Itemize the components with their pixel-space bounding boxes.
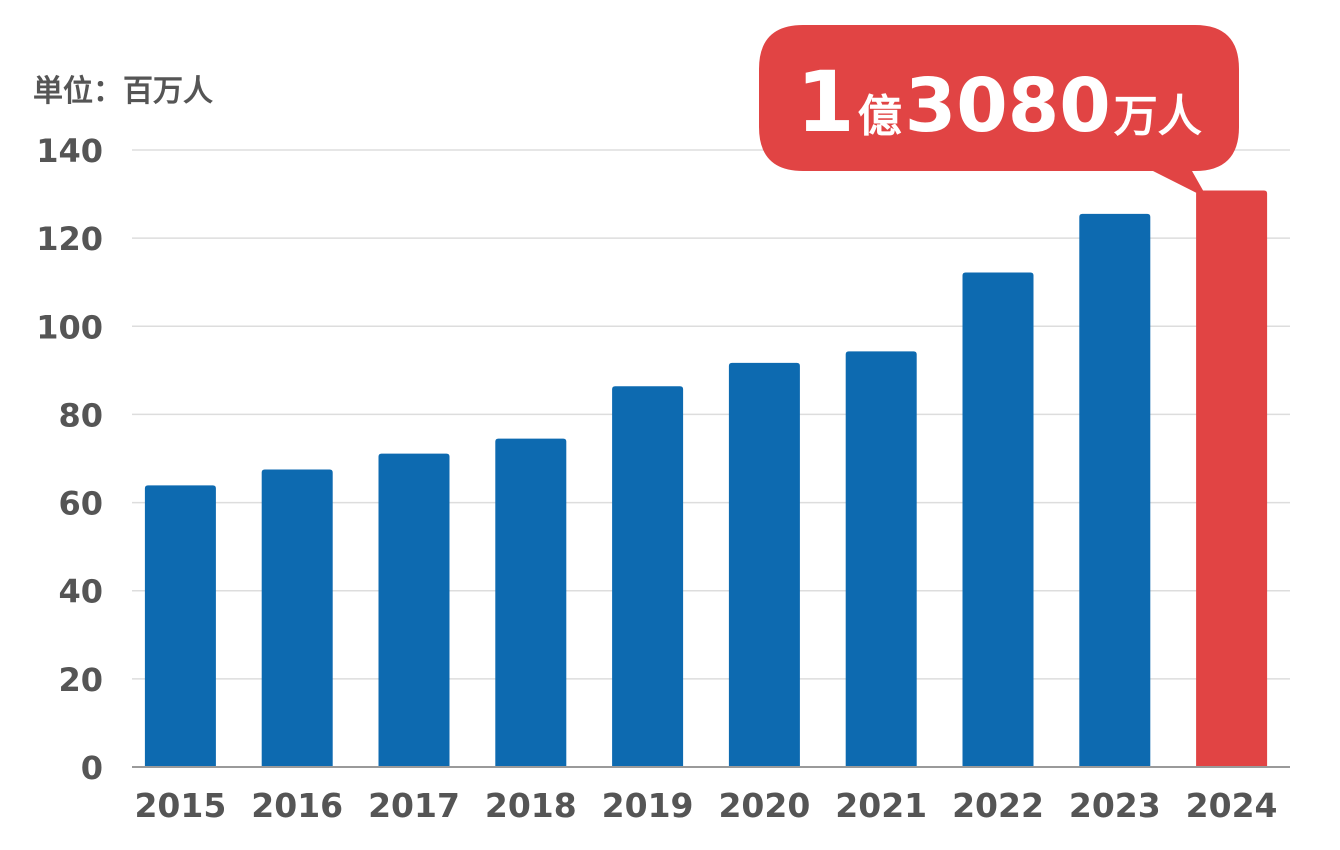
x-tick-label: 2020 — [718, 786, 810, 825]
bar — [495, 438, 567, 767]
bar-highlight — [1196, 190, 1268, 767]
x-tick-label: 2017 — [368, 786, 460, 825]
bar — [144, 485, 216, 767]
y-tick-label: 120 — [36, 220, 103, 258]
callout-part: 3080 — [905, 63, 1111, 149]
y-tick-label: 60 — [58, 485, 103, 523]
y-tick-label: 0 — [81, 749, 103, 787]
x-tick-label: 2016 — [251, 786, 343, 825]
y-tick-label: 20 — [58, 661, 103, 699]
bar — [728, 362, 800, 767]
callout: 1億3080万人 — [759, 25, 1239, 199]
x-tick-label: 2019 — [602, 786, 694, 825]
bar — [378, 453, 450, 767]
unit-label: 単位：百万人 — [33, 74, 213, 109]
x-tick-label: 2023 — [1069, 786, 1161, 825]
bar — [1079, 213, 1151, 767]
bar — [845, 351, 917, 767]
bar — [962, 272, 1034, 767]
callout-bubble — [759, 25, 1239, 199]
axes: 0 20 40 60 80 100 120 140 2015 2016 2017 2018 2019 20… — [36, 132, 1290, 825]
x-tick-label: 2022 — [952, 786, 1044, 825]
y-tick-label: 100 — [36, 308, 103, 346]
callout-part: 1 — [796, 53, 854, 151]
y-tick-label: 80 — [58, 396, 103, 434]
y-tick-label: 40 — [58, 573, 103, 611]
x-tick-label: 2024 — [1186, 786, 1278, 825]
x-tick-label: 2021 — [835, 786, 927, 825]
callout-part: 万人 — [1114, 91, 1202, 142]
y-tick-label: 140 — [36, 132, 103, 170]
bar — [612, 386, 684, 767]
callout-value: 1億3080万人 — [796, 53, 1201, 151]
callout-part: 億 — [858, 91, 902, 142]
x-tick-label: 2018 — [485, 786, 577, 825]
x-tick-label: 2015 — [134, 786, 226, 825]
bar — [261, 469, 333, 767]
bars — [144, 190, 1268, 767]
